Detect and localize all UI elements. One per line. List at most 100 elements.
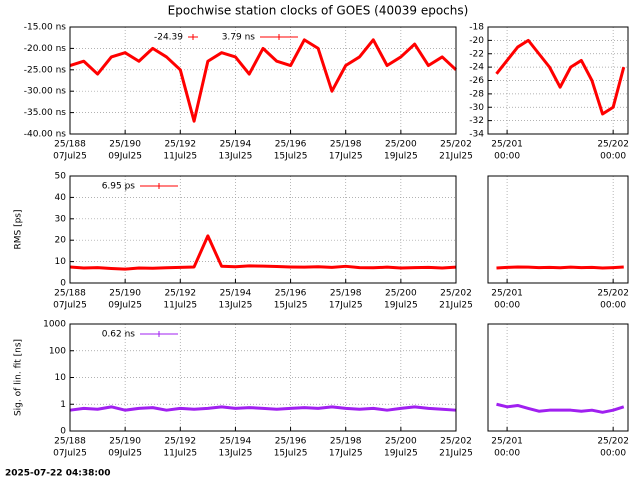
y-tick-label: 20 [55,236,67,246]
x-tick-date: 00:00 [494,152,520,162]
x-tick-label: 25/188 [54,437,86,447]
y-tick-label: -26 [469,76,484,86]
x-tick-date: 19Jul25 [384,301,418,311]
y-tick-label: 40 [55,193,67,203]
series-line [496,265,624,270]
x-tick-label: 25/194 [220,437,252,447]
x-tick-label: 25/202 [440,437,472,447]
y-tick-label: -20.00 ns [24,44,67,54]
x-tick-date: 11Jul25 [163,449,197,459]
x-tick-date: 00:00 [494,449,520,459]
x-tick-date: 07Jul25 [53,301,87,311]
x-tick-date: 09Jul25 [108,152,142,162]
x-tick-label: 25/188 [54,140,86,150]
x-tick-label: 25/192 [164,437,196,447]
x-tick-date: 15Jul25 [274,301,308,311]
chart-title: Epochwise station clocks of GOES (40039 … [168,4,469,18]
x-tick-label: 25/196 [275,437,307,447]
x-tick-label: 25/188 [54,289,86,299]
plot-frame [487,175,629,284]
x-tick-label: 25/198 [330,437,362,447]
y-axis-label: RMS [ps] [14,209,24,249]
y-tick-label: 10 [55,373,67,383]
x-tick-label: 25/201 [491,289,523,299]
x-tick-date: 07Jul25 [53,152,87,162]
legend-label: 0.62 ns [102,330,136,340]
x-tick-date: 11Jul25 [163,301,197,311]
y-tick-label: -22 [469,49,484,59]
y-tick-label: -30.00 ns [24,87,67,97]
x-tick-date: 09Jul25 [108,301,142,311]
series-line [69,234,457,271]
legend-label: 6.95 ps [102,182,136,192]
x-tick-label: 25/200 [385,289,417,299]
y-tick-label: -25.00 ns [24,65,67,75]
x-tick-label: 25/196 [275,140,307,150]
x-tick-date: 19Jul25 [384,449,418,459]
x-tick-date: 17Jul25 [329,449,363,459]
series-line [496,402,625,414]
x-tick-date: 17Jul25 [329,152,363,162]
x-tick-label: 25/192 [164,140,196,150]
y-tick-label: 30 [55,214,67,224]
series-line [69,38,458,123]
y-tick-label: -18 [469,23,484,33]
x-tick-label: 25/198 [330,289,362,299]
y-tick-label: -20 [469,36,484,46]
y-tick-label: 1000 [43,320,66,330]
y-tick-label: 0 [60,427,66,437]
x-tick-label: 25/202 [597,437,629,447]
x-tick-label: 25/202 [440,289,472,299]
x-tick-date: 00:00 [494,301,520,311]
x-tick-label: 25/201 [491,437,523,447]
y-tick-label: -34 [469,130,484,140]
x-tick-date: 21Jul25 [439,449,473,459]
x-tick-label: 25/198 [330,140,362,150]
series-line [69,405,457,412]
x-tick-date: 09Jul25 [108,449,142,459]
plot-frame [69,175,457,284]
plot-frame [69,323,457,432]
x-tick-date: 19Jul25 [384,152,418,162]
y-tick-label: 100 [49,346,66,356]
plot-frame [487,323,629,432]
x-tick-date: 13Jul25 [219,301,253,311]
legend-label: 3.79 ns [222,33,256,43]
y-tick-label: -15.00 ns [24,23,67,33]
x-tick-label: 25/202 [440,140,472,150]
y-tick-label: -28 [469,89,484,99]
series-line [495,38,626,116]
x-tick-date: 11Jul25 [163,152,197,162]
x-tick-date: 15Jul25 [274,152,308,162]
x-tick-date: 00:00 [600,449,626,459]
legend-label: -24.39 [154,33,183,43]
y-tick-label: -24 [469,63,484,73]
x-tick-date: 07Jul25 [53,449,87,459]
x-tick-date: 17Jul25 [329,301,363,311]
x-tick-label: 25/196 [275,289,307,299]
x-tick-label: 25/190 [109,140,141,150]
x-tick-label: 25/202 [597,140,629,150]
y-tick-label: 10 [55,257,67,267]
x-tick-label: 25/190 [109,437,141,447]
x-tick-date: 21Jul25 [439,152,473,162]
y-tick-label: -32 [469,116,484,126]
x-tick-label: 25/190 [109,289,141,299]
x-tick-date: 13Jul25 [219,449,253,459]
y-tick-label: -35.00 ns [24,108,67,118]
x-tick-date: 15Jul25 [274,449,308,459]
x-tick-label: 25/201 [491,140,523,150]
x-tick-label: 25/200 [385,437,417,447]
y-tick-label: -30 [469,103,484,113]
x-tick-date: 13Jul25 [219,152,253,162]
y-tick-label: 1 [60,400,66,410]
y-tick-label: 50 [55,172,67,182]
x-tick-label: 25/200 [385,140,417,150]
y-tick-label: -40.00 ns [24,130,67,140]
x-tick-date: 00:00 [600,301,626,311]
x-tick-label: 25/192 [164,289,196,299]
timestamp: 2025-07-22 04:38:00 [5,469,110,479]
x-tick-date: 21Jul25 [439,301,473,311]
x-tick-date: 00:00 [600,152,626,162]
